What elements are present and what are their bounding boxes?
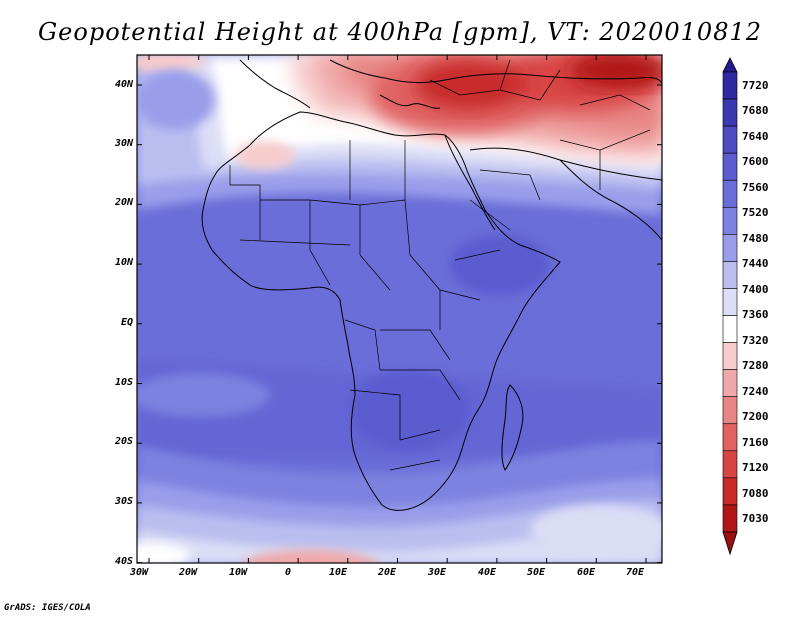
lon-label: 10W [228,567,248,578]
colorbar-label: 7520 [742,206,769,219]
colorbar-label: 7160 [742,436,769,449]
colorbar-label: 7480 [742,232,769,245]
colorbar-swatch [722,206,738,235]
lat-label: EQ [120,317,133,328]
colorbar-label: 7400 [742,283,769,296]
colorbar-label: 7640 [742,130,769,143]
lon-label: 20E [377,567,397,578]
lon-label: 30E [427,567,447,578]
colorbar-label: 7600 [742,155,769,168]
lat-label: 40N [114,79,133,90]
colorbar-swatch [722,261,738,289]
colorbar-label: 7080 [742,487,769,500]
colorbar [722,57,738,556]
lon-label: 30W [129,567,149,578]
colorbar-swatch [722,342,738,370]
lat-label: 40S [114,556,133,567]
lat-label: 10N [114,257,133,268]
lon-label: 40E [477,567,497,578]
axis-ticks [137,55,662,564]
lat-label: 10S [114,377,133,388]
lon-label: 10E [328,567,348,578]
colorbar-label: 7680 [742,104,769,117]
colorbar-label: 7360 [742,308,769,321]
lon-label: 20W [178,567,198,578]
colorbar-swatch [722,71,738,100]
colorbar-swatch [722,477,738,506]
colorbar-swatch [722,504,738,533]
page-title: Geopotential Height at 400hPa [gpm], VT:… [38,18,762,46]
colorbar-swatch [722,98,738,127]
country-borders [229,59,651,471]
colorbar-swatch [722,369,738,398]
colorbar-label: 7560 [742,181,769,194]
lat-label: 20N [114,197,133,208]
colorbar-label: 7030 [742,512,769,525]
lon-label: 60E [576,567,596,578]
field-shading [137,55,662,563]
colorbar-swatch [722,288,738,316]
colorbar-label: 7720 [742,79,769,92]
colorbar-bottom-arrow [722,531,738,556]
colorbar-label: 7120 [742,461,769,474]
colorbar-label: 7200 [742,410,769,423]
colorbar-swatch [722,125,738,154]
colorbar-swatch [722,234,738,262]
lat-label: 30S [114,496,133,507]
grads-credit: GrADS: IGES/COLA [4,603,91,613]
colorbar-label: 7320 [742,334,769,347]
colorbar-label: 7280 [742,359,769,372]
colorbar-swatch [722,450,738,479]
coastlines [201,59,662,511]
colorbar-swatch [722,423,738,452]
colorbar-swatch [722,152,738,181]
lon-label: 0 [284,567,292,578]
colorbar-swatch [722,179,738,208]
lon-label: 50E [526,567,546,578]
lat-label: 20S [114,436,133,447]
map-frame [136,54,663,564]
colorbar-swatch [722,396,738,425]
colorbar-label: 7240 [742,385,769,398]
colorbar-top-arrow [722,57,738,73]
colorbar-label: 7440 [742,257,769,270]
lat-label: 30N [114,138,133,149]
colorbar-swatch [722,315,738,343]
lon-label: 70E [625,567,645,578]
